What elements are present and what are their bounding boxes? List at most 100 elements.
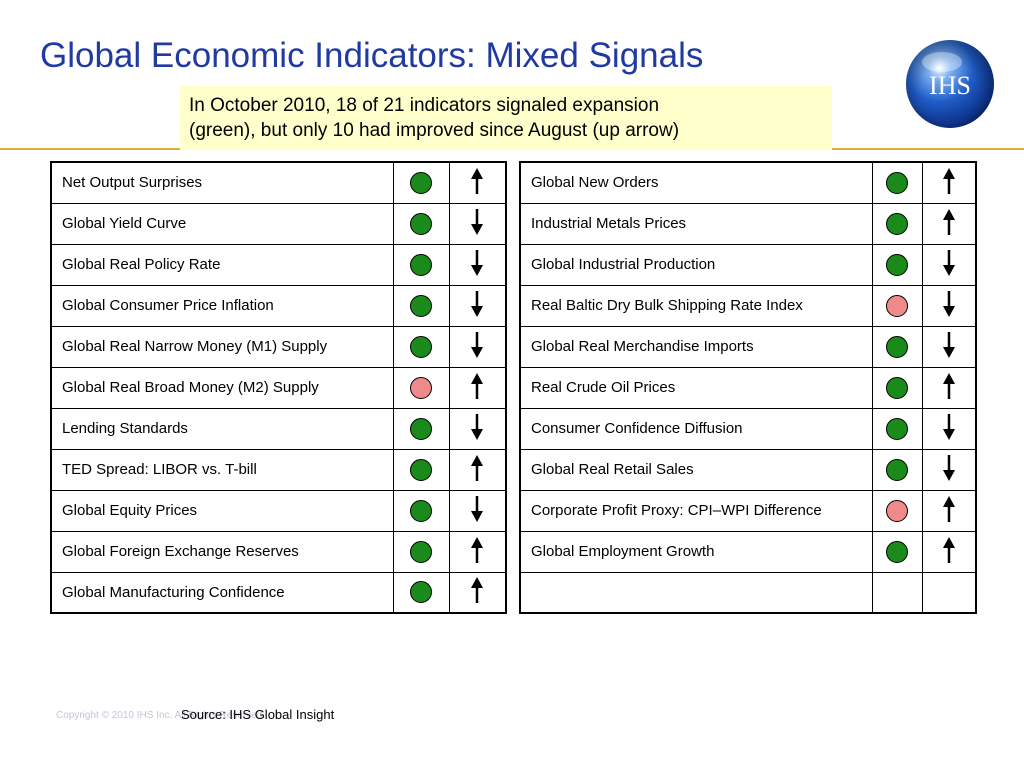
indicator-label — [519, 571, 873, 614]
signal-cell — [392, 243, 450, 286]
up-arrow-icon — [942, 208, 955, 239]
direction-cell — [921, 448, 977, 491]
indicator-row: Net Output Surprises — [50, 161, 507, 204]
signal-cell — [871, 325, 923, 368]
indicator-label: Net Output Surprises — [50, 161, 394, 204]
indicator-row: TED Spread: LIBOR vs. T-bill — [50, 448, 507, 491]
source-note: Source: IHS Global Insight — [181, 707, 335, 722]
indicator-row: Industrial Metals Prices — [519, 202, 977, 245]
up-arrow-icon — [471, 454, 484, 485]
direction-cell — [921, 366, 977, 409]
green-signal-dot-icon — [886, 540, 908, 563]
signal-cell — [871, 243, 923, 286]
indicator-row: Real Baltic Dry Bulk Shipping Rate Index — [519, 284, 977, 327]
down-arrow-icon — [471, 495, 484, 526]
direction-cell — [921, 161, 977, 204]
indicator-row: Global Real Retail Sales — [519, 448, 977, 491]
indicator-row: Global Employment Growth — [519, 530, 977, 573]
down-arrow-icon — [471, 413, 484, 444]
signal-cell — [871, 202, 923, 245]
green-signal-dot-icon — [886, 212, 908, 235]
indicator-label: Global Real Merchandise Imports — [519, 325, 873, 368]
indicator-label: Real Baltic Dry Bulk Shipping Rate Index — [519, 284, 873, 327]
green-signal-dot-icon — [410, 335, 432, 358]
indicator-row: Global Real Narrow Money (M1) Supply — [50, 325, 507, 368]
indicator-row: Real Crude Oil Prices — [519, 366, 977, 409]
signal-cell — [871, 448, 923, 491]
signal-cell — [871, 530, 923, 573]
red-signal-dot-icon — [886, 499, 908, 522]
indicator-row: Global Foreign Exchange Reserves — [50, 530, 507, 573]
down-arrow-icon — [942, 249, 955, 280]
indicators-table-right: Global New Orders Industrial Metals Price… — [519, 161, 977, 614]
indicator-label: Corporate Profit Proxy: CPI–WPI Differen… — [519, 489, 873, 532]
green-signal-dot-icon — [410, 212, 432, 235]
indicator-row: Global Real Broad Money (M2) Supply — [50, 366, 507, 409]
direction-cell — [921, 284, 977, 327]
indicator-row: Consumer Confidence Diffusion — [519, 407, 977, 450]
indicator-label: Global Real Policy Rate — [50, 243, 394, 286]
copyright-text: Copyright © 2010 IHS Inc. All Rights Res… — [56, 710, 266, 721]
up-arrow-icon — [942, 536, 955, 567]
callout-line-2: (green), but only 10 had improved since … — [189, 120, 680, 141]
signal-cell — [392, 284, 450, 327]
indicator-label: Real Crude Oil Prices — [519, 366, 873, 409]
indicator-label: Lending Standards — [50, 407, 394, 450]
indicator-label: Global New Orders — [519, 161, 873, 204]
direction-cell — [448, 571, 507, 614]
green-signal-dot-icon — [886, 417, 908, 440]
indicator-label: Global Real Narrow Money (M1) Supply — [50, 325, 394, 368]
signal-cell — [392, 530, 450, 573]
indicator-row: Global Consumer Price Inflation — [50, 284, 507, 327]
down-arrow-icon — [471, 208, 484, 239]
signal-cell — [392, 202, 450, 245]
direction-cell — [921, 571, 977, 614]
up-arrow-icon — [471, 372, 484, 403]
direction-cell — [921, 243, 977, 286]
up-arrow-icon — [942, 167, 955, 198]
signal-cell — [871, 161, 923, 204]
indicator-label: Global Foreign Exchange Reserves — [50, 530, 394, 573]
callout-box: In October 2010, 18 of 21 indicators sig… — [180, 86, 832, 150]
indicator-label: Global Manufacturing Confidence — [50, 571, 394, 614]
direction-cell — [921, 407, 977, 450]
red-signal-dot-icon — [410, 376, 432, 399]
indicators-table-left: Net Output Surprises Global Yield Curve Gl… — [50, 161, 507, 614]
indicator-label: Global Real Retail Sales — [519, 448, 873, 491]
green-signal-dot-icon — [886, 335, 908, 358]
indicator-row: Global Real Merchandise Imports — [519, 325, 977, 368]
direction-cell — [448, 489, 507, 532]
direction-cell — [448, 366, 507, 409]
indicator-row: Global Yield Curve — [50, 202, 507, 245]
indicator-row: Global Manufacturing Confidence — [50, 571, 507, 614]
up-arrow-icon — [942, 372, 955, 403]
up-arrow-icon — [471, 536, 484, 567]
up-arrow-icon — [942, 495, 955, 526]
signal-cell — [392, 489, 450, 532]
green-signal-dot-icon — [886, 458, 908, 481]
signal-cell — [392, 366, 450, 409]
signal-cell — [871, 284, 923, 327]
indicator-row: Global Equity Prices — [50, 489, 507, 532]
down-arrow-icon — [942, 290, 955, 321]
green-signal-dot-icon — [886, 171, 908, 194]
direction-cell — [448, 243, 507, 286]
direction-cell — [921, 325, 977, 368]
indicator-label: TED Spread: LIBOR vs. T-bill — [50, 448, 394, 491]
indicator-label: Global Real Broad Money (M2) Supply — [50, 366, 394, 409]
logo-text: IHS — [929, 71, 971, 100]
indicator-row: Global Real Policy Rate — [50, 243, 507, 286]
down-arrow-icon — [471, 249, 484, 280]
signal-cell — [392, 571, 450, 614]
green-signal-dot-icon — [410, 581, 432, 604]
signal-cell — [392, 325, 450, 368]
down-arrow-icon — [471, 290, 484, 321]
direction-cell — [448, 530, 507, 573]
green-signal-dot-icon — [886, 253, 908, 276]
down-arrow-icon — [942, 413, 955, 444]
green-signal-dot-icon — [410, 458, 432, 481]
direction-cell — [448, 202, 507, 245]
green-signal-dot-icon — [410, 294, 432, 317]
indicator-label: Global Employment Growth — [519, 530, 873, 573]
direction-cell — [448, 448, 507, 491]
